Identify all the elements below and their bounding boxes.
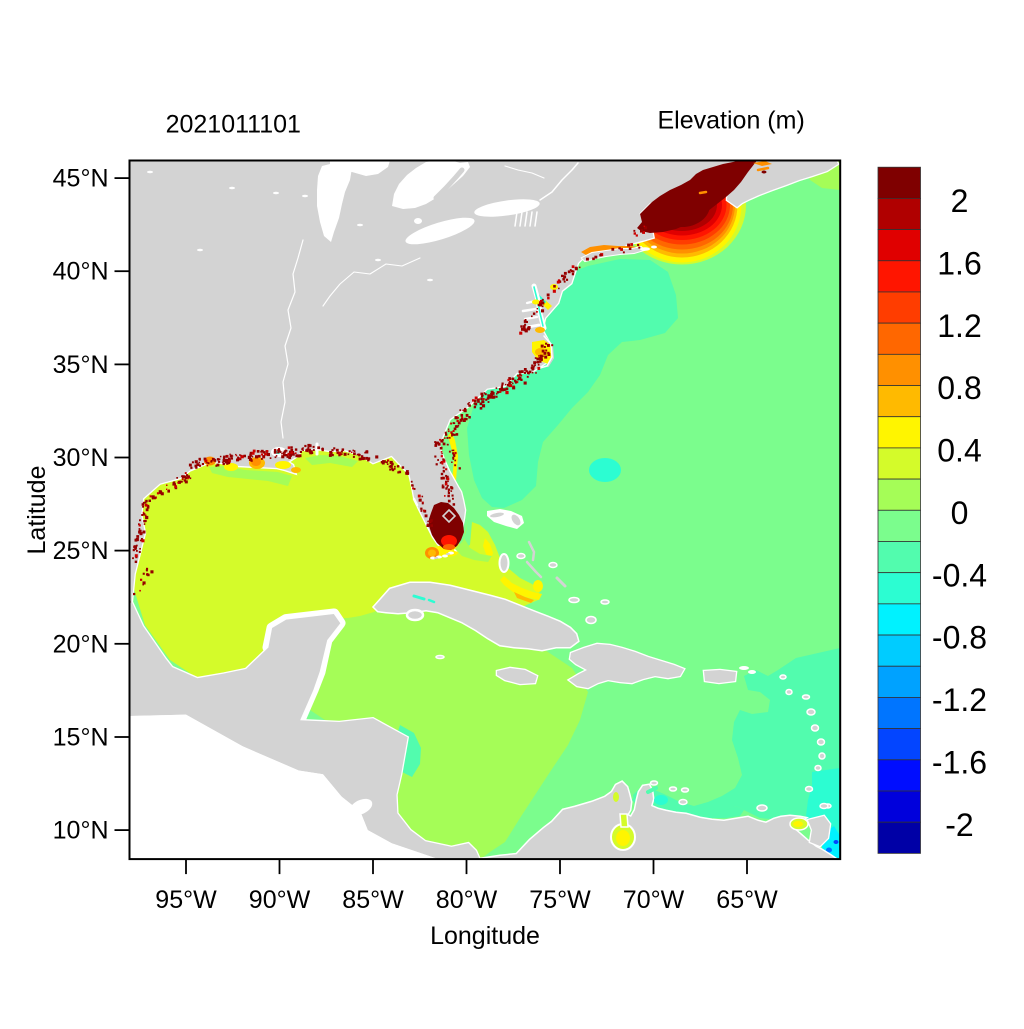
svg-text:35°N: 35°N <box>53 351 109 379</box>
svg-text:0.8: 0.8 <box>937 370 981 406</box>
svg-text:-0.8: -0.8 <box>932 620 987 656</box>
svg-text:Elevation (m): Elevation (m) <box>658 107 805 135</box>
svg-text:15°N: 15°N <box>53 724 109 752</box>
svg-text:65°W: 65°W <box>716 886 778 914</box>
svg-text:30°N: 30°N <box>53 444 109 472</box>
svg-text:70°W: 70°W <box>623 886 685 914</box>
svg-text:40°N: 40°N <box>53 258 109 286</box>
svg-text:-0.4: -0.4 <box>932 557 987 593</box>
svg-text:2021011101: 2021011101 <box>166 111 301 139</box>
svg-text:85°W: 85°W <box>342 886 404 914</box>
svg-text:-1.2: -1.2 <box>932 682 987 718</box>
svg-text:Longitude: Longitude <box>430 922 540 950</box>
svg-text:20°N: 20°N <box>53 630 109 658</box>
svg-text:25°N: 25°N <box>53 537 109 565</box>
svg-text:95°W: 95°W <box>155 886 217 914</box>
svg-text:-2: -2 <box>945 807 973 843</box>
svg-text:1.6: 1.6 <box>937 245 981 281</box>
svg-text:0.4: 0.4 <box>937 433 981 469</box>
svg-text:2: 2 <box>951 183 969 219</box>
svg-text:75°W: 75°W <box>529 886 591 914</box>
svg-text:45°N: 45°N <box>53 165 109 193</box>
svg-text:0: 0 <box>951 495 969 531</box>
svg-text:-1.6: -1.6 <box>932 744 987 780</box>
svg-text:Latitude: Latitude <box>23 466 51 555</box>
svg-text:1.2: 1.2 <box>937 308 981 344</box>
svg-text:80°W: 80°W <box>436 886 498 914</box>
svg-text:10°N: 10°N <box>53 817 109 845</box>
svg-text:90°W: 90°W <box>249 886 311 914</box>
